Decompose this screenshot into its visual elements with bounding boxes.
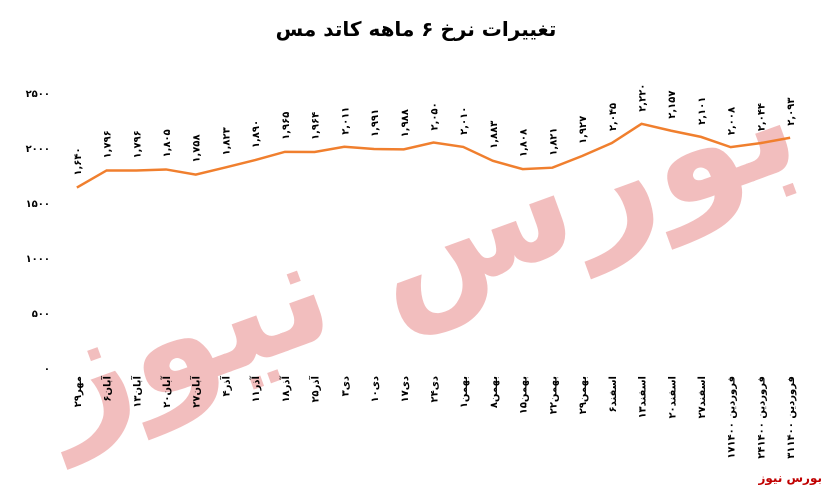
data-label: ۱,۷۹۶ xyxy=(103,130,114,158)
data-label: ۲,۲۲۰ xyxy=(638,84,649,112)
data-label: ۱,۹۶۵ xyxy=(281,112,292,140)
data-label: ۱,۹۲۷ xyxy=(578,116,589,144)
x-tick-label: ۲۷آبان xyxy=(190,375,203,407)
x-tick-label: ۲۰اسفند xyxy=(667,376,678,419)
x-tick-label: ۱۰دی xyxy=(370,376,381,403)
x-tick-label: ۶اسفند xyxy=(608,376,619,412)
x-tick-label: ۱۸آذر xyxy=(279,375,292,402)
y-tick-label: ۵۰۰ xyxy=(32,309,50,320)
data-label: ۲,۰۴۴ xyxy=(756,103,767,131)
x-tick-label: ۱۳آبان xyxy=(130,375,143,407)
data-label: ۱,۹۹۱ xyxy=(370,109,381,137)
x-tick-label: ۲۴دی xyxy=(430,376,441,403)
data-label: ۱,۷۹۶ xyxy=(132,130,143,158)
x-tick-label: ۳دی xyxy=(340,376,351,396)
data-label: ۱,۸۲۳ xyxy=(221,127,232,155)
x-tick-label: ۱بهمن xyxy=(459,376,470,408)
x-tick-label: ۲۲بهمن xyxy=(548,376,559,414)
x-tick-label: ۱۷فروردین ۱۴۰۰ xyxy=(727,376,738,459)
x-tick-label: ۲۴فروردین ۱۴۰۰ xyxy=(756,376,767,459)
data-label: ۱,۸۰۸ xyxy=(519,129,530,157)
x-tick-label: ۳۱فروردین ۱۴۰۰ xyxy=(786,376,797,459)
x-tick-label: ۶آبان xyxy=(101,375,114,401)
chart-title: تغییرات نرخ ۶ ماهه کاتد مس xyxy=(276,17,557,41)
x-tick-label: ۸بهمن xyxy=(489,376,500,408)
x-tick-label: ۲۹بهمن xyxy=(578,376,589,414)
y-tick-label: ۲۰۰۰ xyxy=(26,144,50,155)
x-tick-label: ۲۰آبان xyxy=(160,375,173,407)
data-label: ۲,۱۰۱ xyxy=(697,97,708,125)
data-label: ۲,۰۰۸ xyxy=(727,107,738,135)
source: بورس نیوز xyxy=(757,471,822,486)
data-label: ۱,۷۵۸ xyxy=(192,134,203,162)
data-label: ۲,۰۵۰ xyxy=(430,102,441,130)
data-label: ۱,۸۰۵ xyxy=(162,129,173,157)
data-label: ۱,۹۶۴ xyxy=(311,112,322,140)
data-label: ۱,۸۹۰ xyxy=(251,120,262,148)
x-tick-label: ۱۵بهمن xyxy=(519,376,530,414)
data-label: ۱,۸۸۳ xyxy=(489,121,500,149)
data-label: ۱,۶۴۰ xyxy=(73,147,84,175)
x-tick-label: ۱۱آذر xyxy=(249,375,262,402)
data-line xyxy=(76,122,791,189)
data-label: ۲,۰۴۵ xyxy=(608,103,619,131)
x-tick-label: ۲۵آذر xyxy=(309,375,322,402)
x-tick-label: ۲۹مهر xyxy=(73,376,84,407)
x-tick-label: ۴آذر xyxy=(219,375,232,396)
plot: ۰ ۵۰۰ ۱۰۰۰ ۱۵۰۰ ۲۰۰۰ ۲۵۰۰ ۲۹مهر ۶آبان ۱۳آبان ۲۰آب… xyxy=(26,84,798,459)
x-tick-label: ۱۳اسفند xyxy=(638,376,649,419)
data-label: ۱,۹۸۸ xyxy=(400,109,411,137)
x-tick-label: ۱۷دی xyxy=(400,376,411,403)
y-tick-label: ۱۰۰۰ xyxy=(26,254,50,265)
y-tick-label: ۱۵۰۰ xyxy=(26,199,50,210)
y-tick-label: ۲۵۰۰ xyxy=(26,89,50,100)
data-label: ۲,۱۵۷ xyxy=(667,91,678,119)
data-label: ۲,۰۹۳ xyxy=(786,98,797,126)
data-label: ۲,۰۱۰ xyxy=(459,107,470,135)
data-label: ۲,۰۱۱ xyxy=(340,107,351,135)
data-label: ۱,۸۲۱ xyxy=(548,127,559,155)
x-tick-label: ۲۷اسفند xyxy=(697,376,708,419)
y-tick-label: ۰ xyxy=(44,364,50,375)
